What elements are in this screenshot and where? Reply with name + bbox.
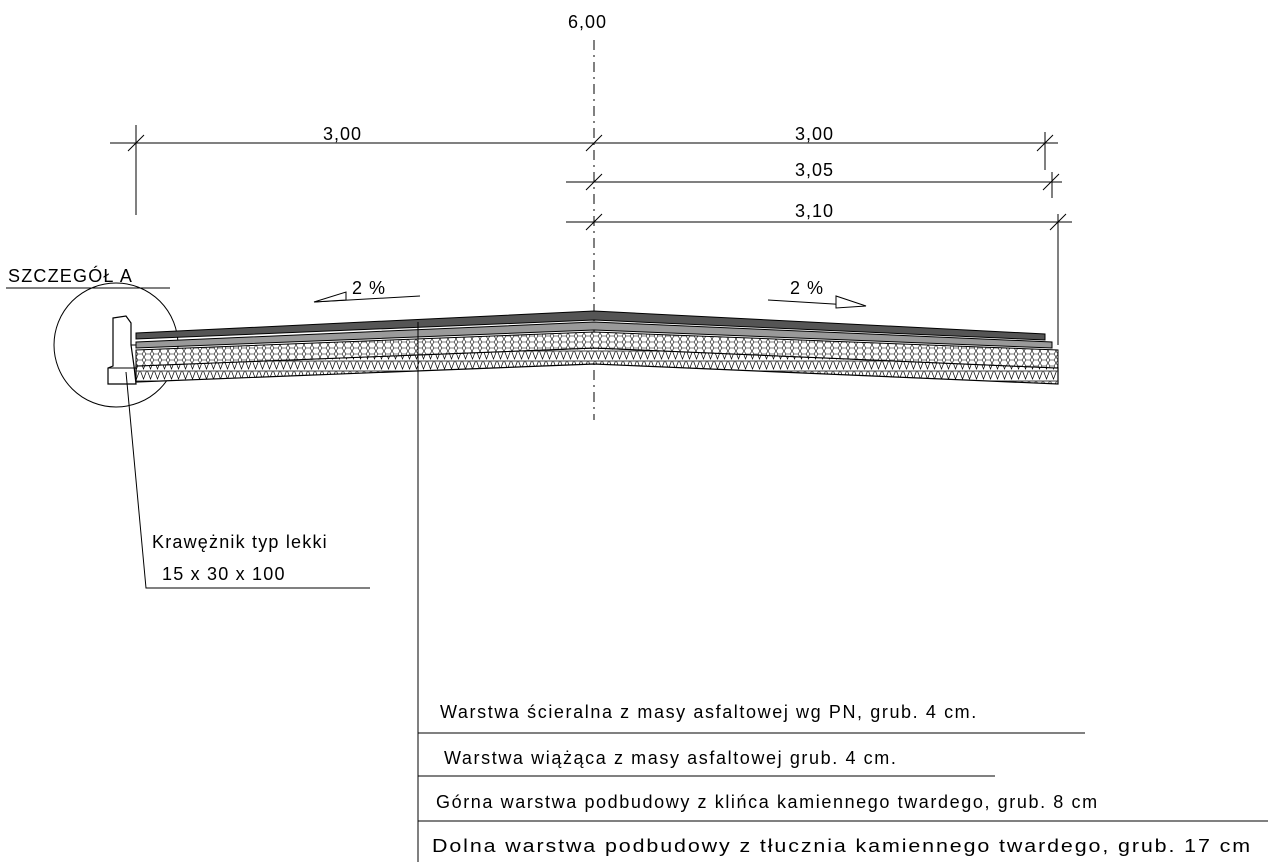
- detail-a-label: SZCZEGÓŁ A: [8, 265, 133, 286]
- layer-label-upper-base: Górna warstwa podbudowy z klińca kamienn…: [436, 792, 1099, 812]
- dimension-right-outer: 3,10: [795, 201, 834, 221]
- dimension-tick-right-mid: [1042, 173, 1060, 191]
- layer-binder: [135, 321, 1053, 349]
- layer-upper-base: [135, 331, 1059, 369]
- curb-shape: [107, 315, 137, 385]
- slope-right-arrowhead: [835, 295, 867, 309]
- layer-label-binder: Warstwa wiążąca z masy asfaltowej grub. …: [444, 748, 897, 768]
- curb-label-line1: Krawężnik typ lekki: [152, 532, 328, 552]
- slope-right-value: 2 %: [790, 278, 824, 298]
- layer-label-wearing: Warstwa ścieralna z masy asfaltowej wg P…: [440, 702, 978, 722]
- dimension-tick-left: [127, 134, 145, 152]
- dimension-left-half: 3,00: [323, 124, 362, 144]
- dimension-tick-center-outer: [585, 213, 603, 231]
- curb-label-line2: 15 x 30 x 100: [162, 564, 286, 584]
- dimension-tick-right-top: [1036, 134, 1054, 152]
- dimension-total: 6,00: [568, 12, 607, 32]
- dimension-right-mid: 3,05: [795, 160, 834, 180]
- slope-left-value: 2 %: [352, 278, 386, 298]
- curb-leader-line: [125, 371, 370, 589]
- slope-left-arrowhead: [313, 291, 347, 303]
- dimension-right-half: 3,00: [795, 124, 834, 144]
- dimension-tick-center-top: [585, 134, 603, 152]
- dimension-tick-center-mid: [585, 173, 603, 191]
- layer-label-lower-base: Dolna warstwa podbudowy z tłucznia kamie…: [432, 836, 1252, 856]
- layer-wearing: [135, 310, 1046, 341]
